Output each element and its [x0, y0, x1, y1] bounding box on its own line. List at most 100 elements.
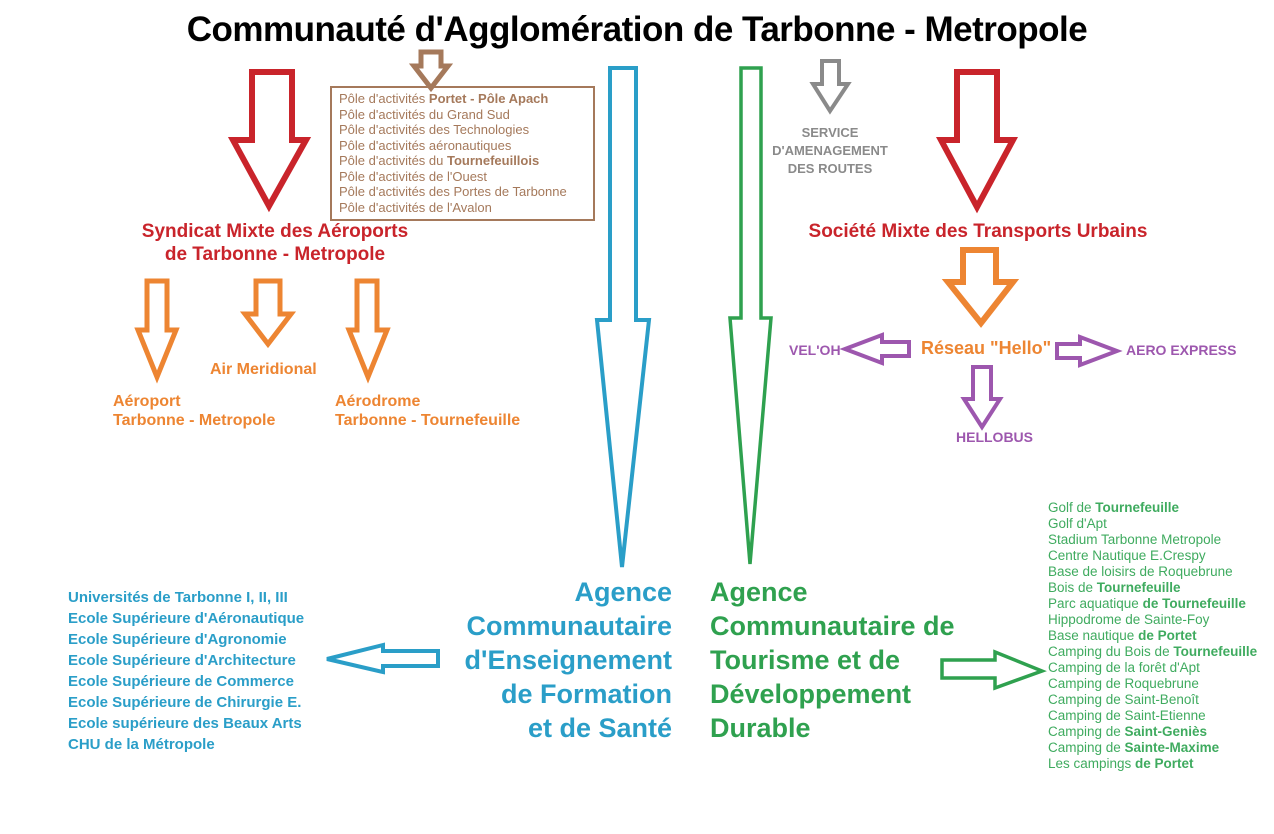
emphasized-text-segment: Tournefeuille	[1096, 580, 1181, 595]
facility-item: Base de loisirs de Roquebrune	[1048, 564, 1233, 579]
text-segment: Camping de	[1048, 724, 1125, 739]
pole-activity-item: Pôle d'activités aéronautiques	[339, 137, 512, 153]
agence-tourisme-heading-line: Tourisme et de	[710, 645, 901, 675]
air-meridional-down-arrow-icon	[239, 278, 297, 349]
text-segment: Les campings	[1048, 756, 1136, 771]
syndicat-down-arrow-icon	[227, 69, 312, 213]
aerodrome-label-line1: Aérodrome	[335, 393, 421, 410]
facility-item: Golf d'Apt	[1048, 516, 1107, 531]
hellobus-down-arrow-icon	[960, 365, 1004, 431]
emphasized-text-segment: Tournefeuille	[1173, 644, 1258, 659]
agence-enseignement-heading-line: d'Enseignement	[464, 645, 672, 675]
reseau-hello-label: Réseau "Hello"	[921, 338, 1052, 358]
emphasized-text-segment: Tournefeuillois	[447, 153, 540, 168]
aeroport-label-line1: Aéroport	[113, 393, 181, 410]
text-segment: Pôle d'activités	[339, 91, 429, 106]
agence-enseignement-heading-line: Communautaire	[466, 611, 672, 641]
institutions-list: Universités de Tarbonne I, II, III Ecole …	[68, 587, 304, 755]
routes-label-line1: SERVICE	[801, 125, 859, 140]
facility-item: Les campings de Portet	[1048, 756, 1257, 772]
agence-tourisme-heading-line: Développement	[710, 679, 912, 709]
agence-enseignement-heading-line: et de Santé	[527, 713, 672, 743]
facilities-list: Golf de Tournefeuille Golf d'Apt Stadium T…	[1048, 500, 1257, 772]
service-amenagement-routes-label: SERVICE D'AMENAGEMENT DES ROUTES	[765, 124, 895, 178]
facilities-right-arrow-icon	[940, 649, 1047, 691]
emphasized-text-segment: de Portet	[1138, 628, 1197, 643]
air-meridional-label: Air Meridional	[210, 361, 317, 378]
institution-item: Ecole Supérieure d'Agronomie	[68, 631, 287, 648]
facility-item: Parc aquatique de Tournefeuille	[1048, 596, 1257, 612]
agence-tourisme-heading-line: Durable	[710, 713, 811, 743]
text-segment: Parc aquatique	[1048, 596, 1143, 611]
institution-item: Ecole Supérieure de Chirurgie E.	[68, 694, 302, 711]
facility-item: Bois de Tournefeuille	[1048, 580, 1257, 596]
facility-item: Camping de Sainte-Maxime	[1048, 740, 1257, 756]
facility-item: Camping de Saint-Geniès	[1048, 724, 1257, 740]
facility-item: Golf de Tournefeuille	[1048, 500, 1257, 516]
pole-activity-item: Pôle d'activités du Tournefeuillois	[339, 153, 589, 169]
text-segment: Camping de	[1048, 740, 1125, 755]
pole-activity-item: Pôle d'activités des Portes de Tarbonne	[339, 184, 567, 199]
aeroport-tarbonne-label: Aéroport Tarbonne - Metropole	[113, 392, 275, 430]
aerodrome-down-arrow-icon	[345, 278, 391, 384]
institution-item: Ecole Supérieure d'Aéronautique	[68, 610, 305, 627]
agence-tourisme-heading: Agence Communautaire de Tourisme et de Déve…	[710, 575, 1000, 745]
facility-item: Camping de Saint-Benoît	[1048, 692, 1199, 707]
pole-activity-item: Pôle d'activités du Grand Sud	[339, 106, 510, 122]
page-title: Communauté d'Agglomération de Tarbonne -…	[186, 10, 1088, 49]
veloh-label: VEL'OH	[789, 342, 841, 358]
routes-label-line3: DES ROUTES	[787, 161, 873, 176]
institution-item: Ecole Supérieure de Commerce	[68, 673, 294, 690]
emphasized-text-segment: Portet - Pôle Apach	[428, 91, 549, 106]
pole-box-down-arrow-icon	[408, 49, 454, 93]
pole-activity-item: Pôle d'activités de l'Avalon	[339, 199, 492, 215]
text-segment: Golf de	[1048, 500, 1096, 515]
aerodrome-line2-emphasis: Tournefeuille	[420, 412, 521, 429]
facility-item: Camping de Saint-Etienne	[1048, 708, 1206, 723]
emphasized-text-segment: de Tournefeuille	[1142, 596, 1246, 611]
aeroport-label-line2: Tarbonne - Metropole	[113, 412, 276, 429]
aerodrome-tournefeuille-label: Aérodrome Tarbonne - Tournefeuille	[335, 392, 520, 430]
agence-enseignement-heading: Agence Communautaire d'Enseignement de Form…	[402, 575, 672, 745]
agence-enseignement-heading-line: Agence	[574, 577, 672, 607]
education-long-down-arrow-icon	[594, 66, 652, 568]
text-segment: Pôle d'activités du	[339, 153, 447, 168]
reseau-down-arrow-icon	[941, 247, 1020, 328]
transports-down-arrow-icon	[935, 69, 1019, 214]
facility-item: Camping de Roquebrune	[1048, 676, 1199, 691]
text-segment: Camping du Bois de	[1048, 644, 1174, 659]
emphasized-text-segment: Saint-Geniès	[1124, 724, 1208, 739]
facility-item: Base nautique de Portet	[1048, 628, 1257, 644]
syndicat-heading-line1: Syndicat Mixte des Aéroports	[141, 221, 409, 242]
facility-item: Centre Nautique E.Crespy	[1048, 548, 1206, 563]
aeroport-down-arrow-icon	[134, 278, 180, 384]
institution-item: Ecole supérieure des Beaux Arts	[68, 715, 302, 732]
emphasized-text-segment: Tournefeuille	[1095, 500, 1180, 515]
institution-item: CHU de la Métropole	[68, 736, 215, 753]
facility-item: Camping de la forêt d'Apt	[1048, 660, 1200, 675]
pole-activity-item: Pôle d'activités Portet - Pôle Apach	[339, 91, 589, 107]
syndicat-aeroports-heading: Syndicat Mixte des Aéroports de Tarbonne…	[105, 220, 445, 266]
facility-item: Stadium Tarbonne Metropole	[1048, 532, 1222, 547]
emphasized-text-segment: Sainte-Maxime	[1124, 740, 1220, 755]
text-segment: Bois de	[1048, 580, 1097, 595]
hellobus-label: HELLOBUS	[956, 429, 1033, 445]
aero-express-right-arrow-icon	[1055, 334, 1123, 368]
aerodrome-line2-text: Tarbonne -	[335, 412, 421, 429]
agence-tourisme-heading-line: Communautaire de	[710, 611, 955, 641]
facility-item: Camping du Bois de Tournefeuille	[1048, 644, 1257, 660]
agence-tourisme-heading-line: Agence	[710, 577, 808, 607]
text-segment: Base nautique	[1048, 628, 1139, 643]
facility-item: Hippodrome de Sainte-Foy	[1048, 612, 1210, 627]
societe-transports-heading: Société Mixte des Transports Urbains	[808, 221, 1148, 242]
pole-activities-box: Pôle d'activités Portet - Pôle Apach Pôle…	[330, 86, 595, 221]
agence-enseignement-heading-line: de Formation	[500, 679, 672, 709]
aerodrome-label-line2: Tarbonne - Tournefeuille	[335, 411, 520, 430]
institution-item: Universités de Tarbonne I, II, III	[68, 589, 288, 606]
veloh-left-arrow-icon	[839, 332, 911, 366]
emphasized-text-segment: de Portet	[1135, 756, 1194, 771]
pole-activity-item: Pôle d'activités des Technologies	[339, 122, 530, 137]
routes-down-arrow-icon	[809, 59, 852, 115]
